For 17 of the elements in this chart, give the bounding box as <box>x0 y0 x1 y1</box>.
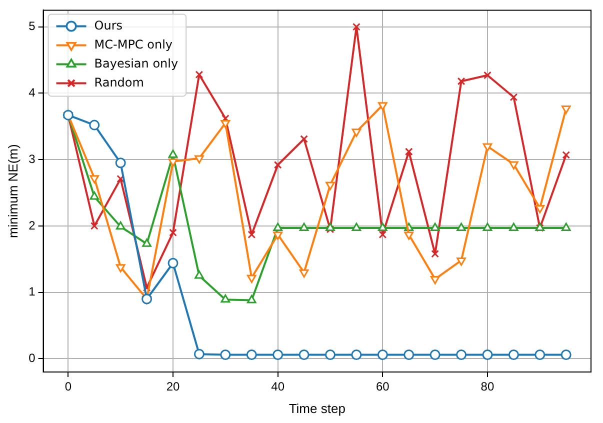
legend-label: Ours <box>94 18 123 32</box>
y-tick-label: 5 <box>28 19 36 34</box>
x-tick-label: 0 <box>64 380 72 394</box>
legend-label: Random <box>94 75 144 90</box>
y-tick-label: 4 <box>28 85 36 100</box>
x-tick-label: 60 <box>376 380 390 394</box>
x-axis-title: Time step <box>288 400 346 416</box>
legend-label: MC-MPC only <box>94 37 173 52</box>
x-tick-label: 80 <box>480 380 494 394</box>
x-tick-label: 40 <box>271 380 285 394</box>
legend-label: Bayesian only <box>94 56 178 70</box>
x-tick-label: 20 <box>166 380 180 394</box>
y-tick-label: 0 <box>28 351 36 366</box>
y-tick-label: 2 <box>28 218 36 232</box>
y-axis-title: minimum NE(m) <box>5 144 20 238</box>
y-tick-label: 3 <box>28 152 36 166</box>
y-tick-label: 1 <box>28 284 36 299</box>
